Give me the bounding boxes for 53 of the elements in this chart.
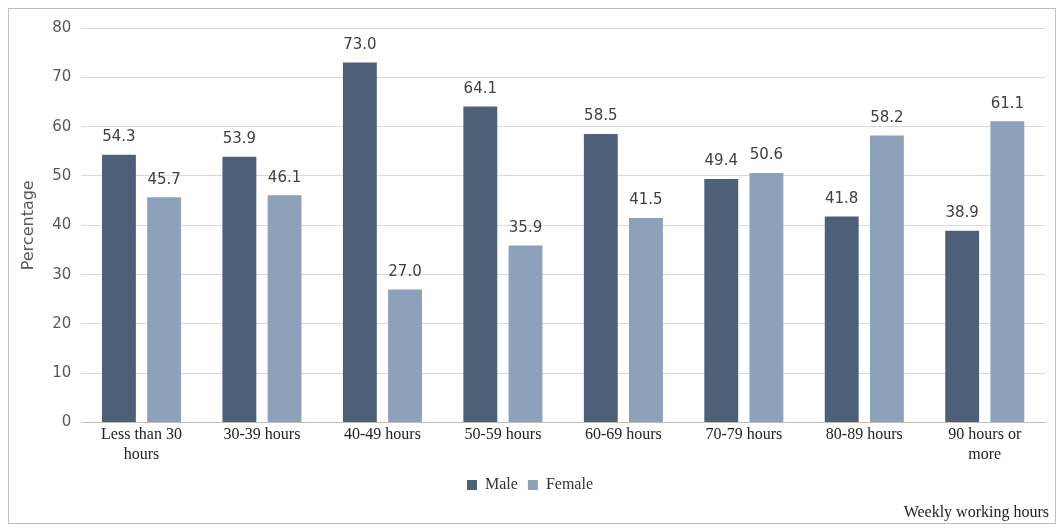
x-axis-title: Weekly working hours [903, 503, 1049, 522]
data-label: 46.1 [267, 167, 302, 186]
data-label: 35.9 [508, 217, 543, 236]
y-tick-label: 0 [61, 412, 72, 431]
bar [629, 217, 663, 423]
x-tick-label: 50-59 hours [464, 425, 542, 443]
data-label: 41.5 [629, 190, 663, 209]
x-tick-label: Less than 30 hours [101, 425, 182, 462]
x-tick-label: 40-49 hours [344, 425, 421, 443]
bar [749, 173, 784, 423]
data-label: 38.9 [945, 203, 979, 222]
x-tick-label: 80-89 hours [825, 425, 903, 443]
data-label: 53.9 [222, 129, 257, 148]
bar [147, 197, 182, 423]
bar [704, 178, 739, 423]
y-tick-label: 10 [52, 363, 72, 382]
data-label: 41.8 [825, 188, 859, 207]
y-tick-label: 50 [52, 165, 72, 184]
legend-label: Female [545, 475, 593, 493]
bar [342, 62, 377, 423]
x-tick-label: 30-39 hours [223, 425, 301, 443]
bar [583, 134, 618, 423]
y-tick-label: 60 [52, 116, 72, 135]
bar [508, 245, 543, 423]
bar [945, 230, 980, 423]
y-tick-label: 70 [52, 67, 72, 86]
y-tick-label: 80 [52, 17, 72, 36]
bar [101, 154, 136, 423]
bar [990, 121, 1025, 423]
data-label: 58.5 [584, 106, 618, 125]
data-label: 73.0 [343, 34, 377, 53]
data-label: 50.6 [749, 145, 784, 164]
bar [388, 289, 422, 423]
data-label: 49.4 [704, 151, 738, 170]
y-tick-label: 20 [52, 313, 72, 332]
data-label: 45.7 [147, 169, 181, 188]
y-tick-label: 40 [52, 215, 72, 234]
x-tick-label: 60-69 hours [584, 425, 662, 443]
legend-label: Male [485, 475, 518, 493]
bar [222, 156, 257, 423]
data-label: 27.0 [388, 261, 422, 280]
x-tick-label: 70-79 hours [705, 425, 783, 443]
bar [463, 106, 498, 423]
data-label: 58.2 [870, 107, 904, 126]
y-axis-title: Percentage [17, 180, 37, 271]
y-tick-label: 30 [52, 264, 72, 283]
bar [824, 216, 859, 423]
x-tick-label: 90 hours or more [948, 425, 1022, 462]
bar [869, 135, 904, 423]
data-label: 61.1 [990, 93, 1025, 112]
data-label: 54.3 [102, 127, 136, 146]
data-label: 64.1 [463, 78, 498, 97]
bar [267, 195, 302, 423]
